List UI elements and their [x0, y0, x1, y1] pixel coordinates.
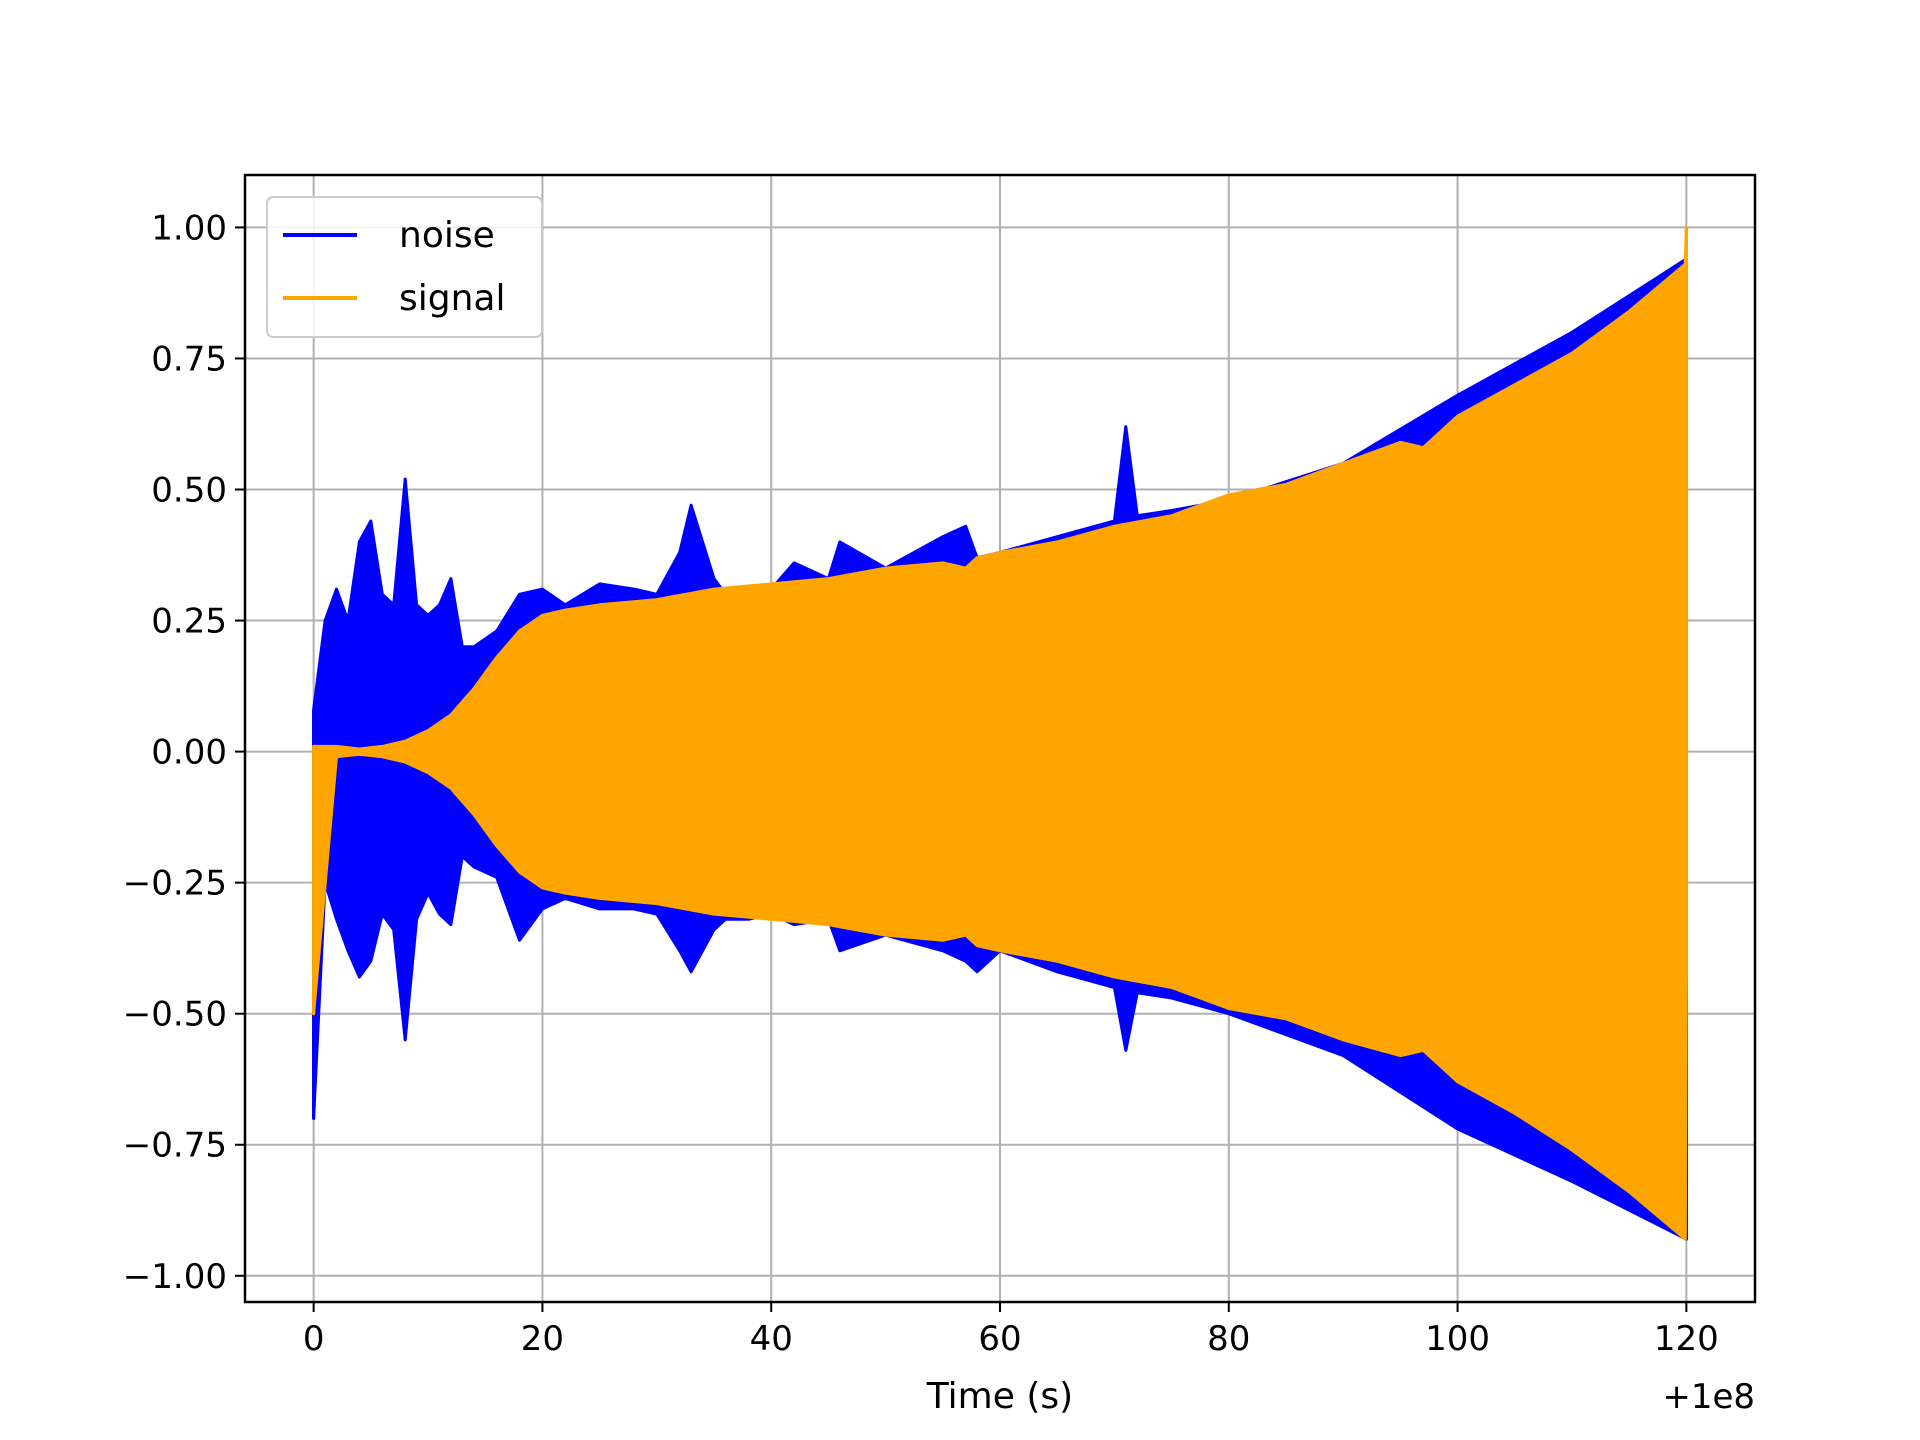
x-offset-label: +1e8 [1662, 1377, 1755, 1417]
y-tick-label: −0.75 [123, 1126, 227, 1166]
y-tick-label: 0.00 [151, 733, 227, 773]
x-tick-label: 60 [978, 1319, 1021, 1359]
x-tick-label: 120 [1654, 1319, 1719, 1359]
x-axis-label: Time (s) [926, 1376, 1073, 1417]
y-tick-label: −1.00 [123, 1257, 227, 1297]
legend: noise signal [266, 196, 543, 338]
series-layer [312, 225, 1688, 1241]
y-tick-label: 0.50 [151, 471, 227, 511]
legend-label-noise: noise [399, 215, 495, 256]
y-tick-label: 1.00 [151, 208, 227, 248]
legend-label-signal: signal [399, 278, 506, 319]
y-tick-label: −0.25 [123, 864, 227, 904]
series-signal [312, 225, 1688, 1241]
y-tick-label: 0.75 [151, 339, 227, 379]
x-tick-label: 0 [303, 1319, 325, 1359]
x-tick-label: 20 [521, 1319, 564, 1359]
legend-box [266, 196, 543, 338]
axis-ticks: 0 20 40 60 80 100 120 1.00 0.75 0.50 0.25 0.00 −0.25… [123, 208, 1719, 1359]
x-tick-label: 80 [1207, 1319, 1250, 1359]
y-tick-label: 0.25 [151, 602, 227, 642]
y-tick-label: −0.50 [123, 995, 227, 1035]
x-tick-label: 100 [1425, 1319, 1490, 1359]
x-tick-label: 40 [750, 1319, 793, 1359]
